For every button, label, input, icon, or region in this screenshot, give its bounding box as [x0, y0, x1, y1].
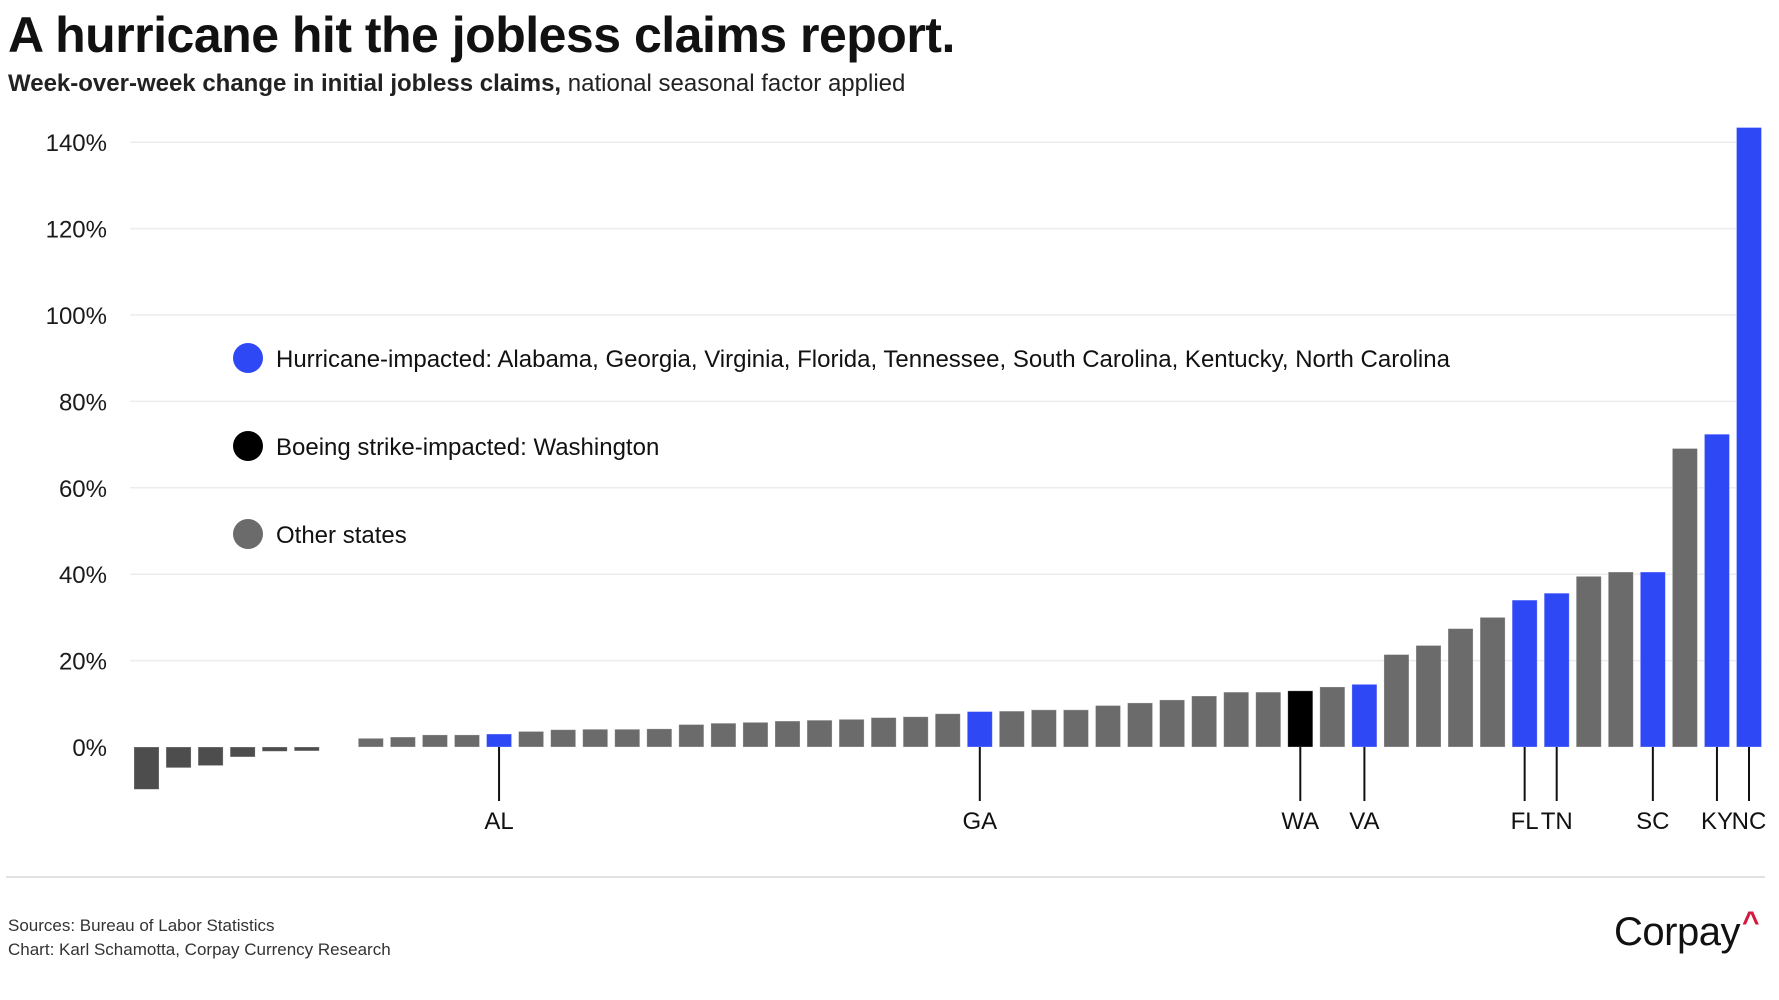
bar [838, 718, 865, 748]
legend-swatch-icon [233, 431, 263, 461]
bar [1543, 592, 1570, 748]
bar [1255, 691, 1282, 748]
bar [1063, 709, 1089, 748]
bar [389, 736, 416, 748]
footer: Sources: Bureau of Labor Statistics Char… [8, 914, 391, 962]
x-label: NC [1732, 808, 1767, 835]
x-label: AL [484, 808, 513, 835]
bar [774, 720, 801, 748]
bar [293, 746, 320, 752]
bar [1031, 709, 1057, 748]
bar [1319, 686, 1346, 748]
bar [1127, 702, 1153, 748]
bar [229, 746, 256, 758]
bar [678, 724, 705, 748]
y-axis: 0% 20% 40% 60% 80% 100% 120% 140% [46, 130, 107, 762]
y-tick-label: 80% [59, 389, 107, 416]
bar-chart: 0% 20% 40% 60% 80% 100% 120% 140% AL GA WA VA FL TN S… [46, 127, 1766, 835]
y-tick-label: 120% [46, 217, 107, 244]
caret-icon: ^ [1741, 906, 1760, 939]
bar [934, 713, 961, 748]
y-tick-label: 60% [59, 476, 107, 503]
x-label: KY [1701, 808, 1733, 835]
bar [1191, 695, 1218, 748]
bar [902, 716, 929, 748]
corpay-logo: Corpay^ [1614, 906, 1759, 955]
bar [1287, 690, 1314, 748]
gridlines [130, 141, 1762, 662]
bar [1383, 654, 1410, 748]
bar [1479, 617, 1506, 748]
logo-text: Corpay [1614, 910, 1740, 954]
bar [710, 722, 737, 748]
bar [998, 710, 1025, 748]
bar [870, 717, 897, 748]
bar [261, 746, 288, 752]
bar [197, 746, 224, 766]
chart-credit: Chart: Karl Schamotta, Corpay Currency R… [8, 940, 391, 959]
x-label: VA [1349, 808, 1379, 835]
bar [646, 728, 673, 748]
bar [1672, 448, 1698, 748]
bar [1095, 705, 1121, 748]
y-tick-label: 140% [46, 130, 107, 157]
bar [422, 734, 448, 748]
legend-label: Other states [276, 522, 407, 549]
subtitle-bold: Week-over-week change in initial jobless… [8, 70, 562, 97]
y-tick-label: 0% [72, 735, 107, 762]
bar [1351, 683, 1378, 748]
bar [357, 737, 384, 748]
bar [454, 734, 480, 748]
chart-title: A hurricane hit the jobless claims repor… [8, 7, 955, 63]
sources-note: Sources: Bureau of Labor Statistics [8, 916, 275, 935]
y-tick-label: 20% [59, 649, 107, 676]
legend-label: Hurricane-impacted: Alabama, Georgia, Vi… [276, 346, 1451, 373]
bar [133, 746, 160, 790]
bar [1447, 628, 1474, 748]
bar [1575, 575, 1602, 748]
x-label: SC [1636, 808, 1669, 835]
x-label: GA [962, 808, 997, 835]
x-label: FL [1511, 808, 1539, 835]
bar [486, 733, 512, 748]
bar [165, 746, 192, 769]
y-tick-label: 100% [46, 303, 107, 330]
bar [1511, 599, 1538, 748]
bar [518, 731, 544, 748]
bar [806, 719, 833, 748]
bar [1159, 699, 1185, 748]
legend-label: Boeing strike-impacted: Washington [276, 434, 659, 461]
bar [614, 728, 641, 748]
bar [1607, 571, 1634, 748]
x-label: WA [1281, 808, 1319, 835]
chart-subtitle: Week-over-week change in initial jobless… [8, 70, 905, 98]
bar [1223, 691, 1250, 748]
subtitle-rest: national seasonal factor applied [561, 70, 906, 97]
bar [582, 728, 609, 748]
bar [966, 711, 993, 748]
bar [742, 721, 769, 748]
bar [1736, 127, 1762, 748]
bar [1415, 645, 1442, 748]
bars [133, 127, 1762, 790]
legend: Hurricane-impacted: Alabama, Georgia, Vi… [233, 343, 1451, 549]
bar [1704, 433, 1730, 748]
x-label: TN [1541, 808, 1573, 835]
bar [550, 729, 577, 748]
legend-swatch-icon [233, 343, 263, 373]
bar [1639, 571, 1666, 748]
y-tick-label: 40% [59, 562, 107, 589]
footer-divider [6, 876, 1765, 878]
legend-swatch-icon [233, 519, 263, 549]
